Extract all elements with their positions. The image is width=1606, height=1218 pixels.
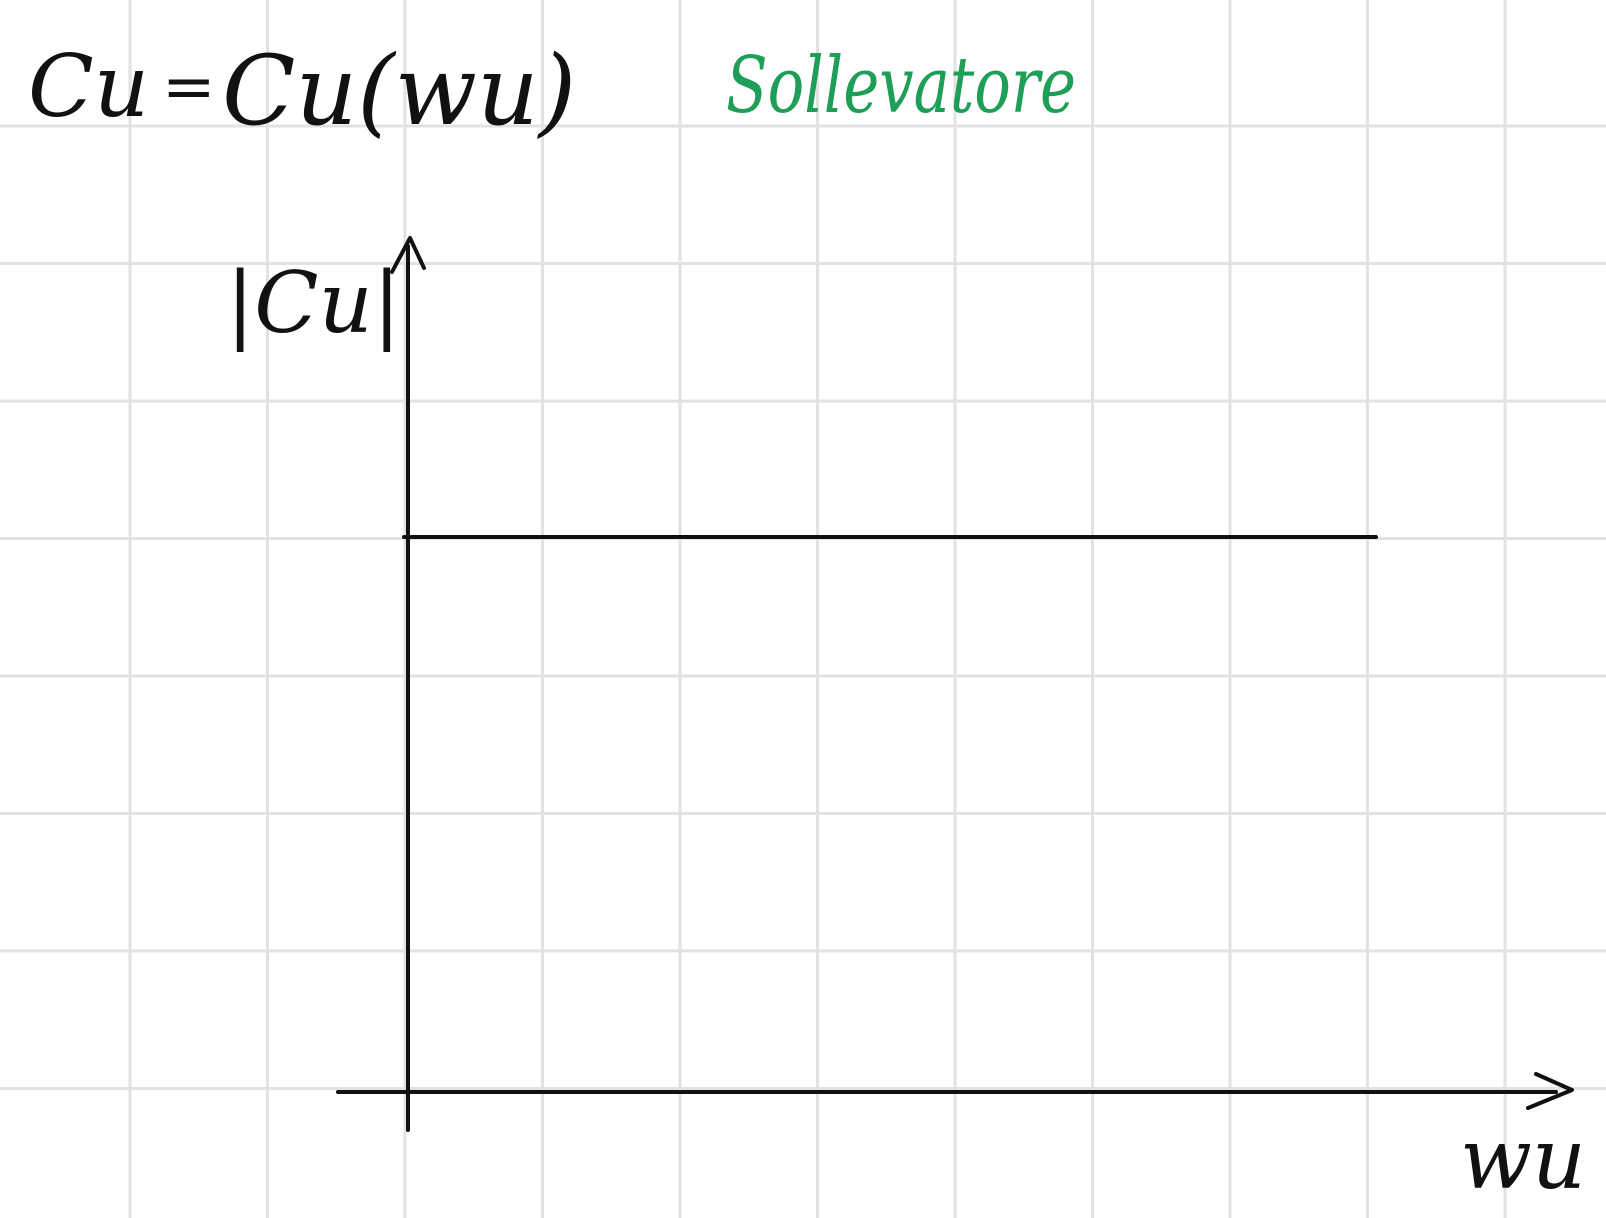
- y-axis-label: |Cu|: [226, 254, 401, 352]
- x-axis-arrowhead: [1526, 1072, 1574, 1110]
- x-axis-label: wu: [1460, 1110, 1586, 1208]
- formula-equals: =: [162, 50, 216, 124]
- y-axis-arrowhead: [390, 236, 426, 274]
- formula-lhs: Cu: [28, 37, 149, 137]
- formula-rhs: Cu(wu): [222, 35, 576, 147]
- title: Sollevatore: [726, 41, 1076, 131]
